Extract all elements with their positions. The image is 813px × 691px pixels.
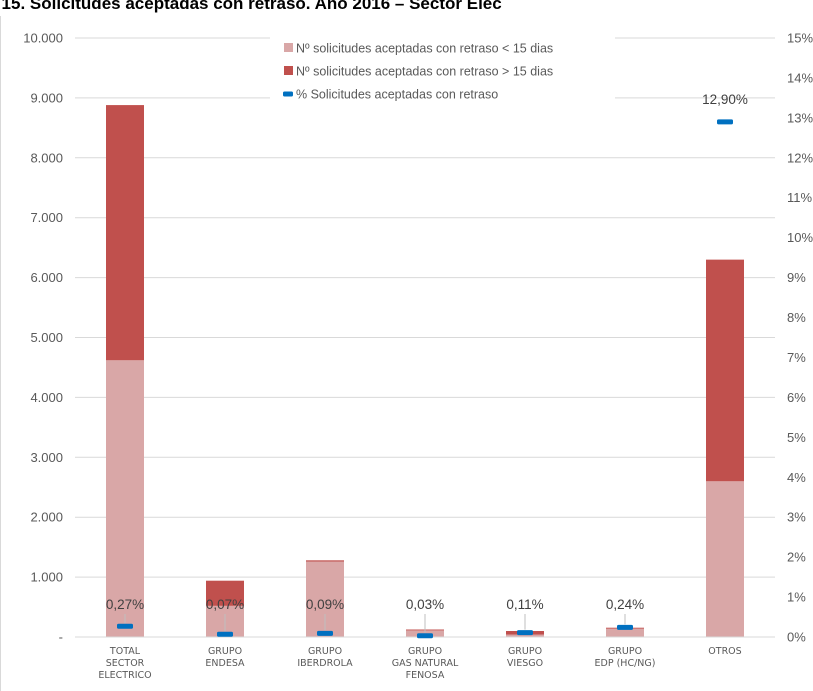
bar-under-15-dias <box>106 360 144 637</box>
y-right-tick-label: 8% <box>787 310 806 325</box>
percent-marker <box>717 119 733 125</box>
y-right-tick-label: 15% <box>787 31 813 46</box>
bar-over-15-dias <box>306 560 344 562</box>
percent-marker <box>617 624 633 630</box>
bar-over-15-dias <box>206 580 244 606</box>
percent-markers: 0,27% 0,07% 0,09% 0,03% 0,11% 0,24% 12,90% <box>106 92 748 639</box>
chart-title: co 15. Solicitudes aceptadas con retraso… <box>0 0 502 13</box>
x-tick-label: GRUPO EDP (HC/NG) <box>595 646 656 669</box>
y-right-tick-label: 13% <box>787 110 813 125</box>
y-left-tick-label: 6.000 <box>30 270 63 285</box>
percent-marker <box>317 630 333 636</box>
bar-under-15-dias <box>706 481 744 637</box>
legend-swatch <box>284 43 293 52</box>
x-tick-label: GRUPO ENDESA <box>205 646 245 669</box>
y-right-tick-label: 7% <box>787 350 806 365</box>
bar-over-15-dias <box>706 259 744 482</box>
y-right-tick-label: 3% <box>787 510 806 525</box>
legend-label: Nº solicitudes aceptadas con retraso < 1… <box>296 42 553 56</box>
bar-under-15-dias <box>606 628 644 637</box>
bar-over-15-dias <box>106 105 144 361</box>
y-left-tick-label: 10.000 <box>23 31 63 46</box>
percent-marker <box>417 633 433 639</box>
y-left-tick-label: 8.000 <box>30 150 63 165</box>
y-left-tick-label: 7.000 <box>30 210 63 225</box>
percent-data-label: 0,11% <box>506 597 543 612</box>
y-right-tick-label: 9% <box>787 270 806 285</box>
legend-label: Nº solicitudes aceptadas con retraso > 1… <box>296 65 553 79</box>
y-right-tick-label: 4% <box>787 470 806 485</box>
x-tick-label: GRUPO GAS NATURAL FENOSA <box>392 646 459 681</box>
x-tick-label: OTROS <box>708 646 741 657</box>
legend-background <box>270 24 615 112</box>
percent-marker <box>517 630 533 636</box>
percent-data-label: 12,90% <box>702 92 748 107</box>
legend-swatch <box>284 66 293 75</box>
bars <box>106 105 744 637</box>
y-left-tick-label: 9.000 <box>30 90 63 105</box>
percent-marker <box>217 631 233 637</box>
y-right-tick-label: 1% <box>787 590 806 605</box>
percent-data-label: 0,09% <box>306 597 344 612</box>
y-right-tick-label: 11% <box>787 190 812 205</box>
percent-data-label: 0,07% <box>206 597 244 612</box>
y-left-tick-label: 1.000 <box>30 570 63 585</box>
y-right-tick-label: 5% <box>787 430 806 445</box>
x-axis: TOTAL SECTOR ELECTRICO GRUPO ENDESA GRUPO IBER… <box>75 636 775 681</box>
x-tick-label: GRUPO VIESGO <box>507 646 543 669</box>
y-left-tick-label: - <box>59 630 63 645</box>
chart-frame <box>0 16 812 691</box>
y-right-tick-label: 14% <box>787 70 813 85</box>
y-right-tick-label: 0% <box>787 630 806 645</box>
percent-data-label: 0,24% <box>606 597 644 612</box>
y-right-tick-label: 2% <box>787 550 806 565</box>
y-axis-right: 0% 1% 2% 3% 4% 5% 6% 7% 8% 9% 10% 11% 12% 13% 14% 15% <box>787 31 813 645</box>
y-left-tick-label: 3.000 <box>30 450 63 465</box>
x-tick-label: TOTAL SECTOR ELECTRICO <box>98 646 151 681</box>
legend: Nº solicitudes aceptadas con retraso < 1… <box>270 24 615 112</box>
percent-data-label: 0,27% <box>106 597 144 612</box>
y-left-tick-label: 4.000 <box>30 390 63 405</box>
bar-under-15-dias <box>506 634 544 637</box>
y-left-tick-label: 2.000 <box>30 510 63 525</box>
gridlines <box>75 37 775 638</box>
legend-label: % Solicitudes aceptadas con retraso <box>296 88 498 102</box>
percent-marker <box>117 623 133 629</box>
y-axis-left: - 1.000 2.000 3.000 4.000 5.000 6.000 7.000 8.00… <box>23 31 63 645</box>
percent-data-label: 0,03% <box>406 597 444 612</box>
y-right-tick-label: 12% <box>787 150 813 165</box>
x-tick-label: GRUPO IBERDROLA <box>297 646 353 669</box>
y-left-tick-label: 5.000 <box>30 330 63 345</box>
legend-swatch <box>283 91 293 97</box>
y-right-tick-label: 10% <box>787 230 813 245</box>
y-right-tick-label: 6% <box>787 390 806 405</box>
